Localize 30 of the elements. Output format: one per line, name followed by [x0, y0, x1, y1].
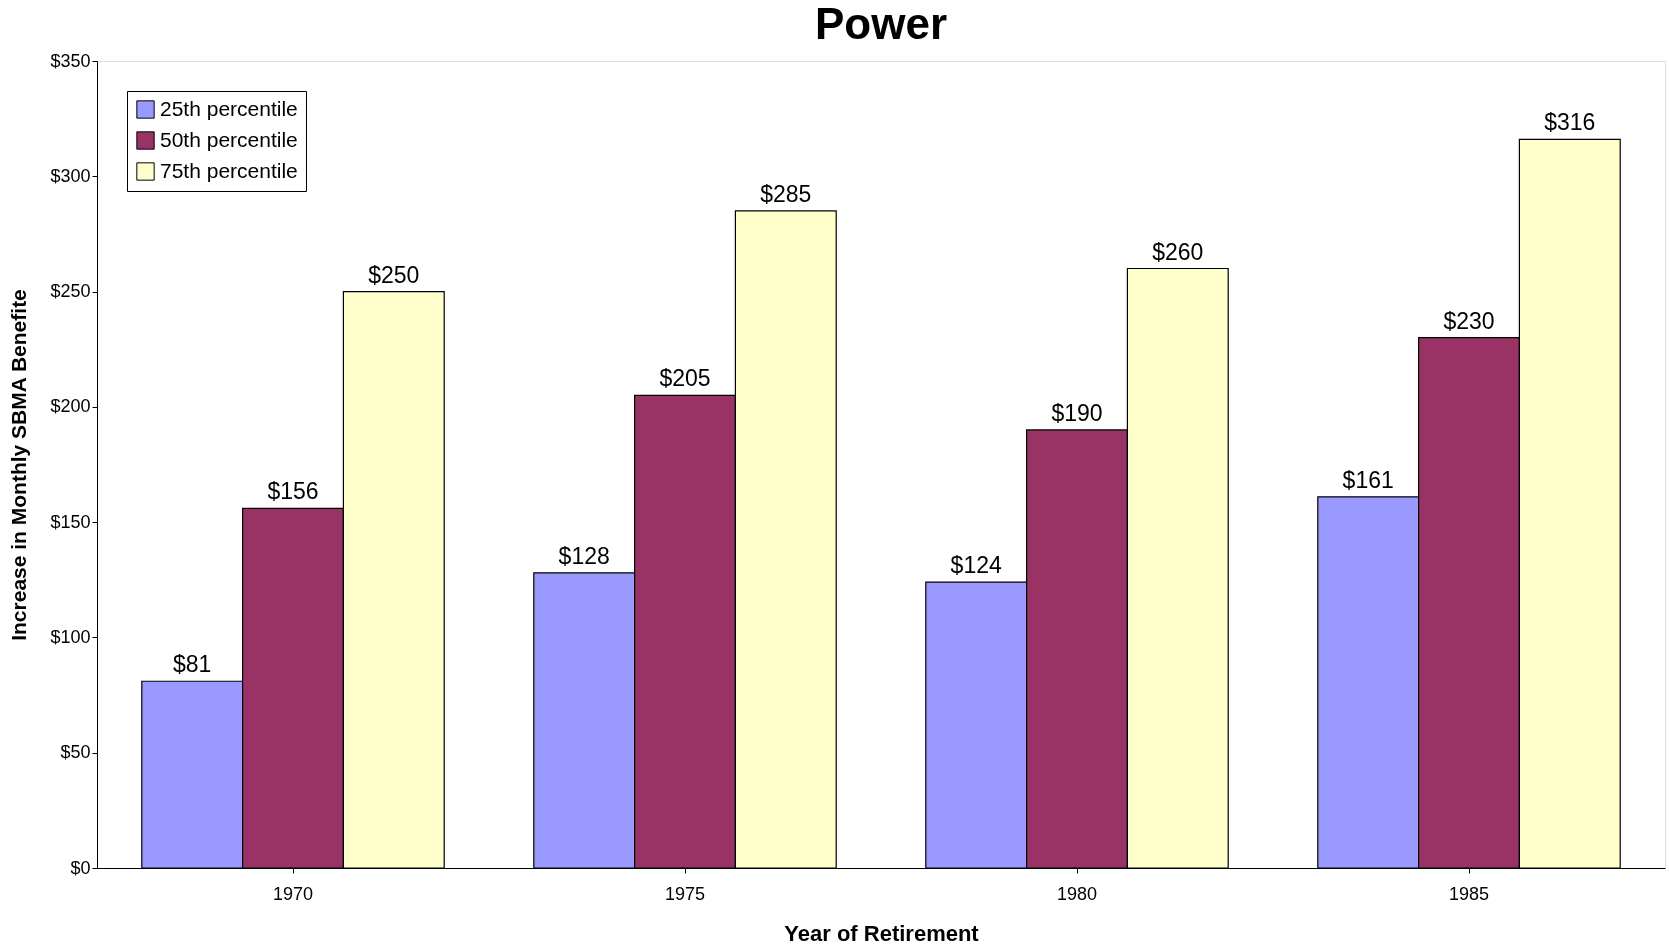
- y-tick-label: $100: [50, 626, 91, 647]
- y-tick-label: $200: [50, 396, 91, 417]
- legend-label: 50th percentile: [160, 127, 298, 151]
- data-label: $128: [558, 542, 610, 569]
- data-label: $124: [950, 552, 1002, 579]
- y-tick-label: $350: [50, 50, 91, 71]
- data-label: $161: [1342, 466, 1394, 493]
- data-label: $205: [659, 365, 711, 392]
- x-tick-label: 1985: [1448, 883, 1490, 904]
- x-tick-label: 1975: [664, 883, 706, 904]
- x-axis-title: Year of Retirement: [784, 920, 980, 946]
- legend-label: 75th percentile: [160, 158, 298, 182]
- data-label: $316: [1544, 109, 1596, 136]
- data-label: $230: [1443, 307, 1495, 334]
- legend-label: 25th percentile: [160, 96, 298, 120]
- y-tick-label: $50: [60, 742, 91, 763]
- data-label: $260: [1152, 238, 1204, 265]
- data-label: $285: [760, 180, 812, 207]
- data-label: $190: [1051, 399, 1103, 426]
- x-tick-label: 1970: [272, 883, 314, 904]
- y-axis-title: Increase in Monthly SBMA Benefite: [7, 289, 31, 641]
- y-tick-label: $150: [50, 511, 91, 532]
- data-label: $81: [173, 651, 212, 678]
- y-tick-label: $250: [50, 281, 91, 302]
- data-label: $250: [368, 261, 420, 288]
- x-tick-label: 1980: [1056, 883, 1098, 904]
- chart-title: Power: [814, 0, 948, 48]
- y-tick-label: $0: [70, 857, 91, 878]
- y-tick-label: $300: [50, 165, 91, 186]
- data-label: $156: [267, 478, 319, 505]
